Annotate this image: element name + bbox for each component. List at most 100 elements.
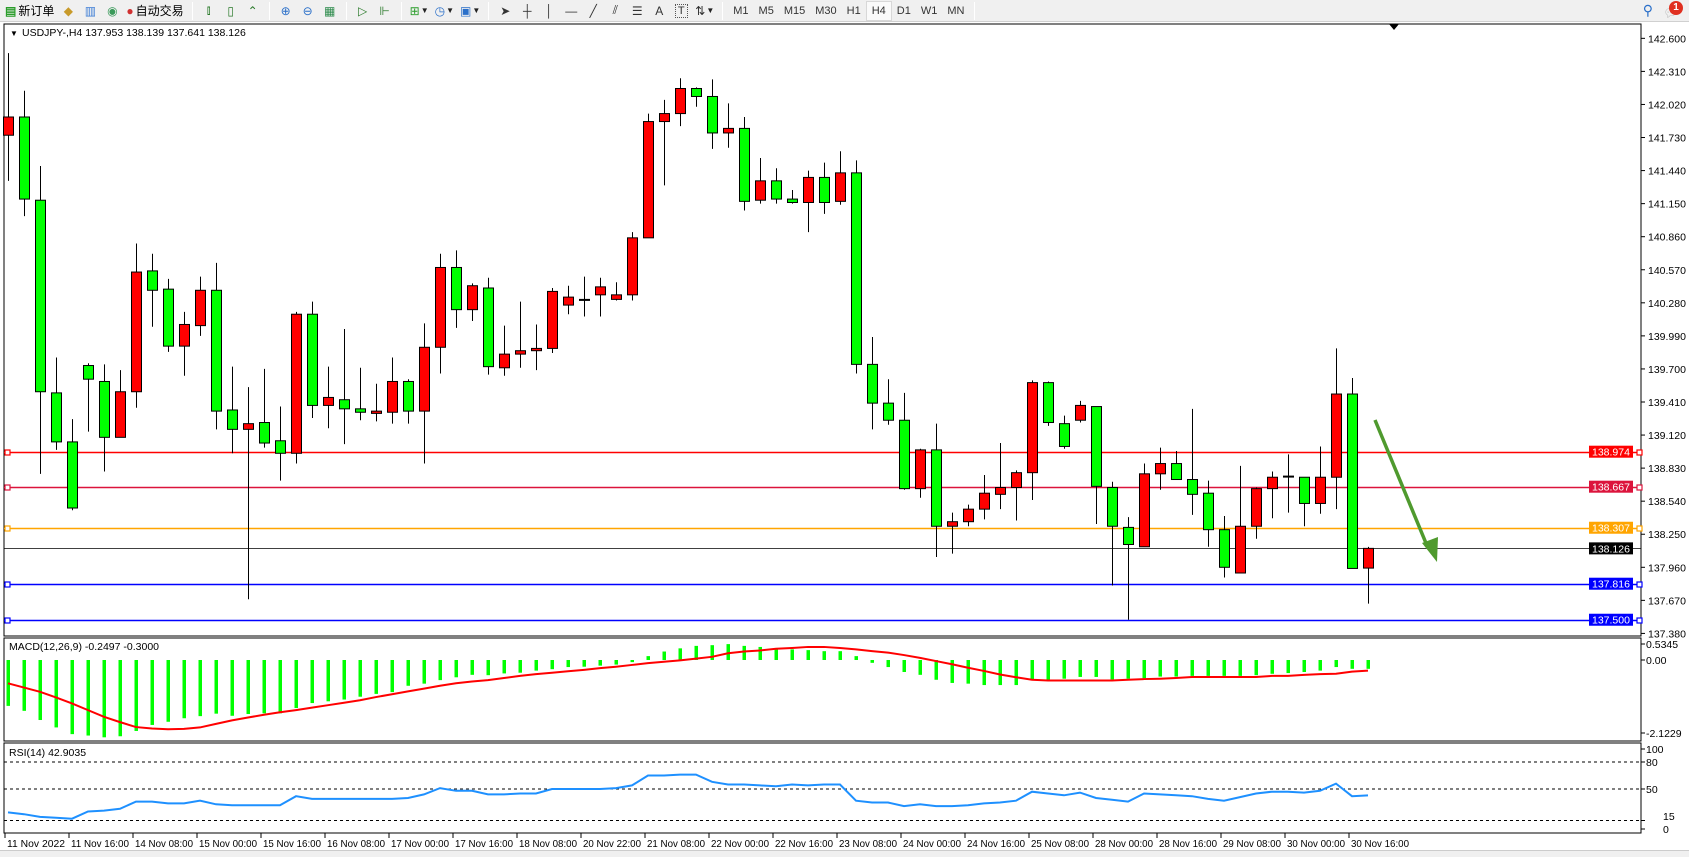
candle[interactable] [403,379,414,424]
candle[interactable] [387,357,398,424]
candle[interactable] [163,278,174,352]
candle[interactable] [1219,515,1230,578]
candle[interactable] [1139,463,1150,548]
candle[interactable] [99,364,110,472]
period-w1[interactable]: W1 [920,4,938,17]
candle[interactable] [1187,408,1198,515]
candle[interactable] [467,283,478,322]
crosshair-button[interactable]: ┼ [516,1,538,21]
line-anchor-handle[interactable] [4,449,11,456]
line-anchor-handle[interactable] [4,525,11,532]
candle[interactable] [259,368,270,448]
candle[interactable] [195,276,206,336]
templates-button[interactable]: ▣ ▼ [457,1,483,21]
zoom-out-button[interactable]: ⊖ [297,1,319,21]
candle[interactable] [515,301,526,368]
collapse-triangle-icon[interactable]: ▼ [10,29,18,38]
candle[interactable] [643,113,654,239]
candle[interactable] [915,448,926,498]
candle[interactable] [579,276,590,317]
line-anchor-handle[interactable] [1636,449,1643,456]
candle[interactable] [1171,451,1182,481]
line-anchor-handle[interactable] [4,484,11,491]
candle[interactable] [707,79,718,149]
line-anchor-handle[interactable] [1636,617,1643,624]
notifications-button[interactable]: 💬︎ 1 [1663,1,1683,20]
candle[interactable] [451,250,462,328]
auto-trade-button[interactable]: ● 自动交易 [123,1,186,21]
candle[interactable] [483,277,494,375]
candle[interactable] [675,78,686,127]
candle[interactable] [323,366,334,429]
candle[interactable] [931,423,942,558]
candle[interactable] [531,324,542,371]
market-watch-button[interactable]: ▥ [79,1,101,21]
candle[interactable] [771,168,782,204]
candle[interactable] [227,366,238,454]
candle[interactable] [339,329,350,445]
fibonacci-button[interactable]: ⫽ [604,1,626,21]
candle[interactable] [307,301,318,418]
candle[interactable] [787,189,798,204]
periods-button[interactable]: ◷ ▼ [432,1,457,21]
text-label-button[interactable]: T [670,1,692,21]
candle[interactable] [179,311,190,376]
signals-button[interactable]: ◉ [101,1,123,21]
candle[interactable] [1315,446,1326,514]
candle[interactable] [1299,476,1310,527]
candle[interactable] [659,99,670,186]
text-button[interactable]: A [648,1,670,21]
candle[interactable] [755,158,766,204]
period-h4[interactable]: H4 [865,0,892,21]
candle[interactable] [1043,381,1054,426]
candle[interactable] [83,363,94,432]
candle[interactable] [979,474,990,520]
period-m30[interactable]: M30 [815,4,837,17]
candle[interactable] [1283,454,1294,513]
candle[interactable] [835,151,846,205]
candle[interactable] [851,160,862,374]
indicators-button[interactable]: ⊞ ▼ [407,1,432,21]
candle[interactable] [563,285,574,315]
candle[interactable] [963,504,974,527]
candle[interactable] [1203,480,1214,547]
period-mn[interactable]: MN [947,4,965,17]
period-m15[interactable]: M15 [783,4,806,17]
trendline-button[interactable]: ╱ [582,1,604,21]
zoom-in-button[interactable]: ⊕ [275,1,297,21]
line-anchor-handle[interactable] [4,581,11,588]
candle[interactable] [1267,471,1278,519]
candle[interactable] [691,87,702,107]
candle[interactable] [211,262,222,430]
candle[interactable] [1107,481,1118,586]
candle[interactable] [611,282,622,301]
candle[interactable] [19,90,30,217]
horizontal-line-button[interactable]: — [560,1,582,21]
line-anchor-handle[interactable] [1636,525,1643,532]
candle[interactable] [995,443,1006,510]
candle[interactable] [51,357,62,450]
candle[interactable] [1011,470,1022,521]
candle[interactable] [371,383,382,422]
candle[interactable] [291,311,302,464]
period-h1[interactable]: H1 [846,4,861,17]
candle[interactable] [435,253,446,374]
candle[interactable] [819,162,830,214]
period-m1[interactable]: M1 [733,4,749,17]
candle[interactable] [595,277,606,317]
candle[interactable] [3,53,14,181]
candle[interactable] [723,103,734,148]
cursor-button[interactable]: ➤ [494,1,516,21]
candle[interactable] [115,370,126,438]
candle[interactable] [1331,348,1342,510]
candle[interactable] [499,325,510,376]
candle[interactable] [883,379,894,425]
candle[interactable] [1123,517,1134,620]
candle[interactable] [1347,378,1358,569]
line-anchor-handle[interactable] [4,617,11,624]
arrows-button[interactable]: ⇅ ▼ [692,1,717,21]
candle[interactable] [355,367,366,421]
candle[interactable] [1091,406,1102,524]
candle[interactable] [1059,415,1070,449]
